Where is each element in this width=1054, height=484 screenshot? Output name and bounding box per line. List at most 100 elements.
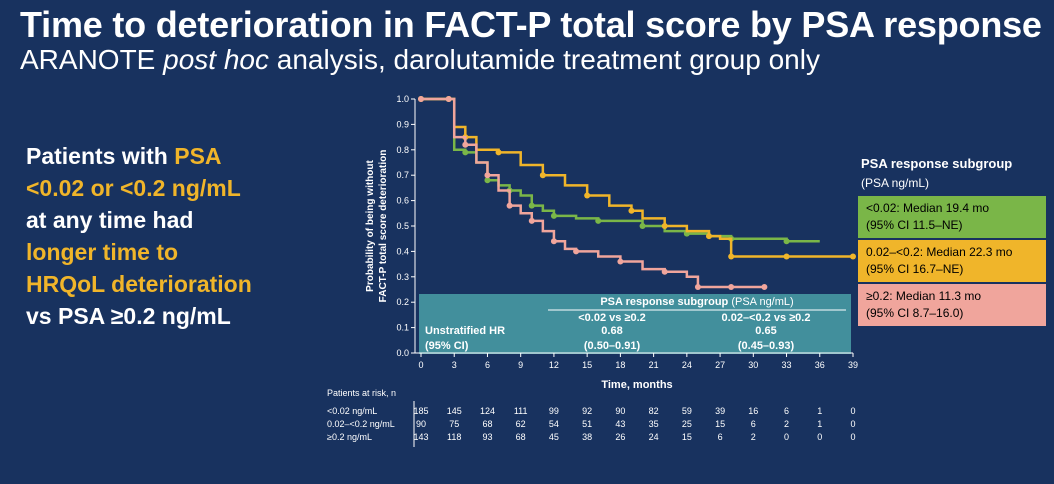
legend-item-ge02: ≥0.2: Median 11.3 mo (95% CI 8.7–16.0) <box>858 284 1046 326</box>
x-tick-label: 15 <box>582 360 592 370</box>
y-axis-label: FACT-P total score deterioration <box>378 150 389 303</box>
risk-cell: 124 <box>480 406 495 416</box>
subtitle-italic: post hoc <box>163 44 269 75</box>
censor-mark <box>850 253 856 260</box>
hr-row-label-ci: (95% CI) <box>425 340 469 352</box>
censor-mark <box>728 253 735 260</box>
hr-value: 0.65 <box>755 325 776 337</box>
risk-cell: 15 <box>715 419 725 429</box>
risk-cell: 59 <box>682 406 692 416</box>
y-tick-label: 0.8 <box>396 145 409 155</box>
censor-mark <box>506 202 513 209</box>
y-tick-label: 0.5 <box>396 221 409 231</box>
censor-mark <box>617 258 624 265</box>
risk-cell: 118 <box>447 432 461 442</box>
censor-mark <box>539 172 546 179</box>
risk-row-label: ≥0.2 ng/mL <box>327 432 372 442</box>
y-tick-label: 0.9 <box>396 119 409 129</box>
risk-cell: 26 <box>615 432 625 442</box>
x-tick-label: 21 <box>649 360 659 370</box>
legend-item-002-02: 0.02–<0.2: Median 22.3 mo (95% CI 16.7–NE… <box>858 240 1046 282</box>
censor-mark <box>761 283 768 290</box>
legend-unit: (PSA ng/mL) <box>861 176 930 190</box>
hr-row-label: Unstratified HR <box>425 325 505 337</box>
hr-value: 0.68 <box>601 325 622 337</box>
risk-cell: 39 <box>715 406 725 416</box>
risk-cell: 51 <box>582 419 592 429</box>
risk-cell: 0 <box>850 419 855 429</box>
censor-mark <box>584 192 591 199</box>
x-tick-label: 9 <box>518 360 523 370</box>
y-axis-label: Probability of being without <box>365 160 376 292</box>
key-message-l1b: PSA <box>174 143 222 169</box>
censor-mark <box>528 202 535 209</box>
risk-cell: 99 <box>549 406 559 416</box>
hr-ci: (0.45–0.93) <box>738 340 795 352</box>
censor-mark <box>445 96 452 102</box>
x-tick-label: 30 <box>748 360 758 370</box>
key-message-l2: <0.02 or <0.2 ng/mL <box>26 175 241 201</box>
legend-item-line2: (95% CI 16.7–NE) <box>866 262 964 276</box>
risk-cell: 62 <box>516 419 526 429</box>
legend-title: PSA response subgroup <box>861 156 1013 171</box>
key-message-l6: vs PSA ≥0.2 ng/mL <box>26 303 231 329</box>
risk-cell: 45 <box>549 432 559 442</box>
risk-cell: 15 <box>682 432 692 442</box>
x-tick-label: 36 <box>815 360 825 370</box>
x-tick-label: 24 <box>682 360 692 370</box>
censor-mark <box>462 141 469 148</box>
y-tick-label: 0.7 <box>396 170 409 180</box>
censor-mark <box>694 283 701 290</box>
risk-row-label: <0.02 ng/mL <box>327 406 377 416</box>
risk-cell: 90 <box>615 406 625 416</box>
y-tick-label: 0.4 <box>396 246 409 256</box>
hr-comparison-label: 0.02–<0.2 vs ≥0.2 <box>722 312 811 324</box>
censor-mark <box>661 268 668 275</box>
risk-cell: 0 <box>850 406 855 416</box>
key-message-l1a: Patients with <box>26 143 175 169</box>
subtitle-part-2: analysis, darolutamide treatment group o… <box>269 44 820 75</box>
risk-cell: 25 <box>682 419 692 429</box>
y-tick-label: 0.0 <box>396 348 409 358</box>
x-tick-label: 27 <box>715 360 725 370</box>
risk-cell: 185 <box>413 406 428 416</box>
risk-cell: 0 <box>784 432 789 442</box>
key-message-l3: at any time had <box>26 207 194 233</box>
censor-mark <box>573 248 580 255</box>
legend-item-line1: <0.02: Median 19.4 mo <box>866 201 990 215</box>
risk-cell: 0 <box>850 432 855 442</box>
x-axis-label: Time, months <box>601 379 672 391</box>
risk-table-title: Patients at risk, n <box>327 388 396 398</box>
x-tick-label: 12 <box>549 360 559 370</box>
x-tick-label: 6 <box>485 360 490 370</box>
censor-mark <box>462 149 469 156</box>
y-tick-label: 0.1 <box>396 323 409 333</box>
y-tick-label: 0.3 <box>396 272 409 282</box>
censor-mark <box>706 233 712 240</box>
hr-comparison-label: <0.02 vs ≥0.2 <box>578 312 646 324</box>
censor-mark <box>495 149 502 156</box>
subtitle-part-1: ARANOTE <box>20 44 164 75</box>
risk-cell: 111 <box>514 406 528 416</box>
series-line-1 <box>421 97 853 258</box>
censor-mark <box>628 207 635 214</box>
censor-mark <box>728 283 735 290</box>
series-line-2 <box>421 97 765 289</box>
risk-cell: 16 <box>748 406 758 416</box>
censor-mark <box>661 223 668 229</box>
x-tick-label: 39 <box>848 360 858 370</box>
x-tick-label: 33 <box>782 360 792 370</box>
x-tick-label: 0 <box>418 360 423 370</box>
risk-cell: 6 <box>784 406 789 416</box>
series-line-0 <box>421 97 820 243</box>
risk-cell: 1 <box>817 419 822 429</box>
page-subtitle: ARANOTE post hoc analysis, darolutamide … <box>20 44 820 76</box>
risk-cell: 2 <box>784 419 789 429</box>
risk-cell: 68 <box>482 419 492 429</box>
risk-cell: 6 <box>751 419 756 429</box>
risk-cell: 145 <box>447 406 462 416</box>
risk-cell: 90 <box>416 419 426 429</box>
key-message-l5: HRQoL deterioration <box>26 271 252 297</box>
legend-item-lt002: <0.02: Median 19.4 mo (95% CI 11.5–NE) <box>858 196 1046 238</box>
risk-cell: 38 <box>582 432 592 442</box>
